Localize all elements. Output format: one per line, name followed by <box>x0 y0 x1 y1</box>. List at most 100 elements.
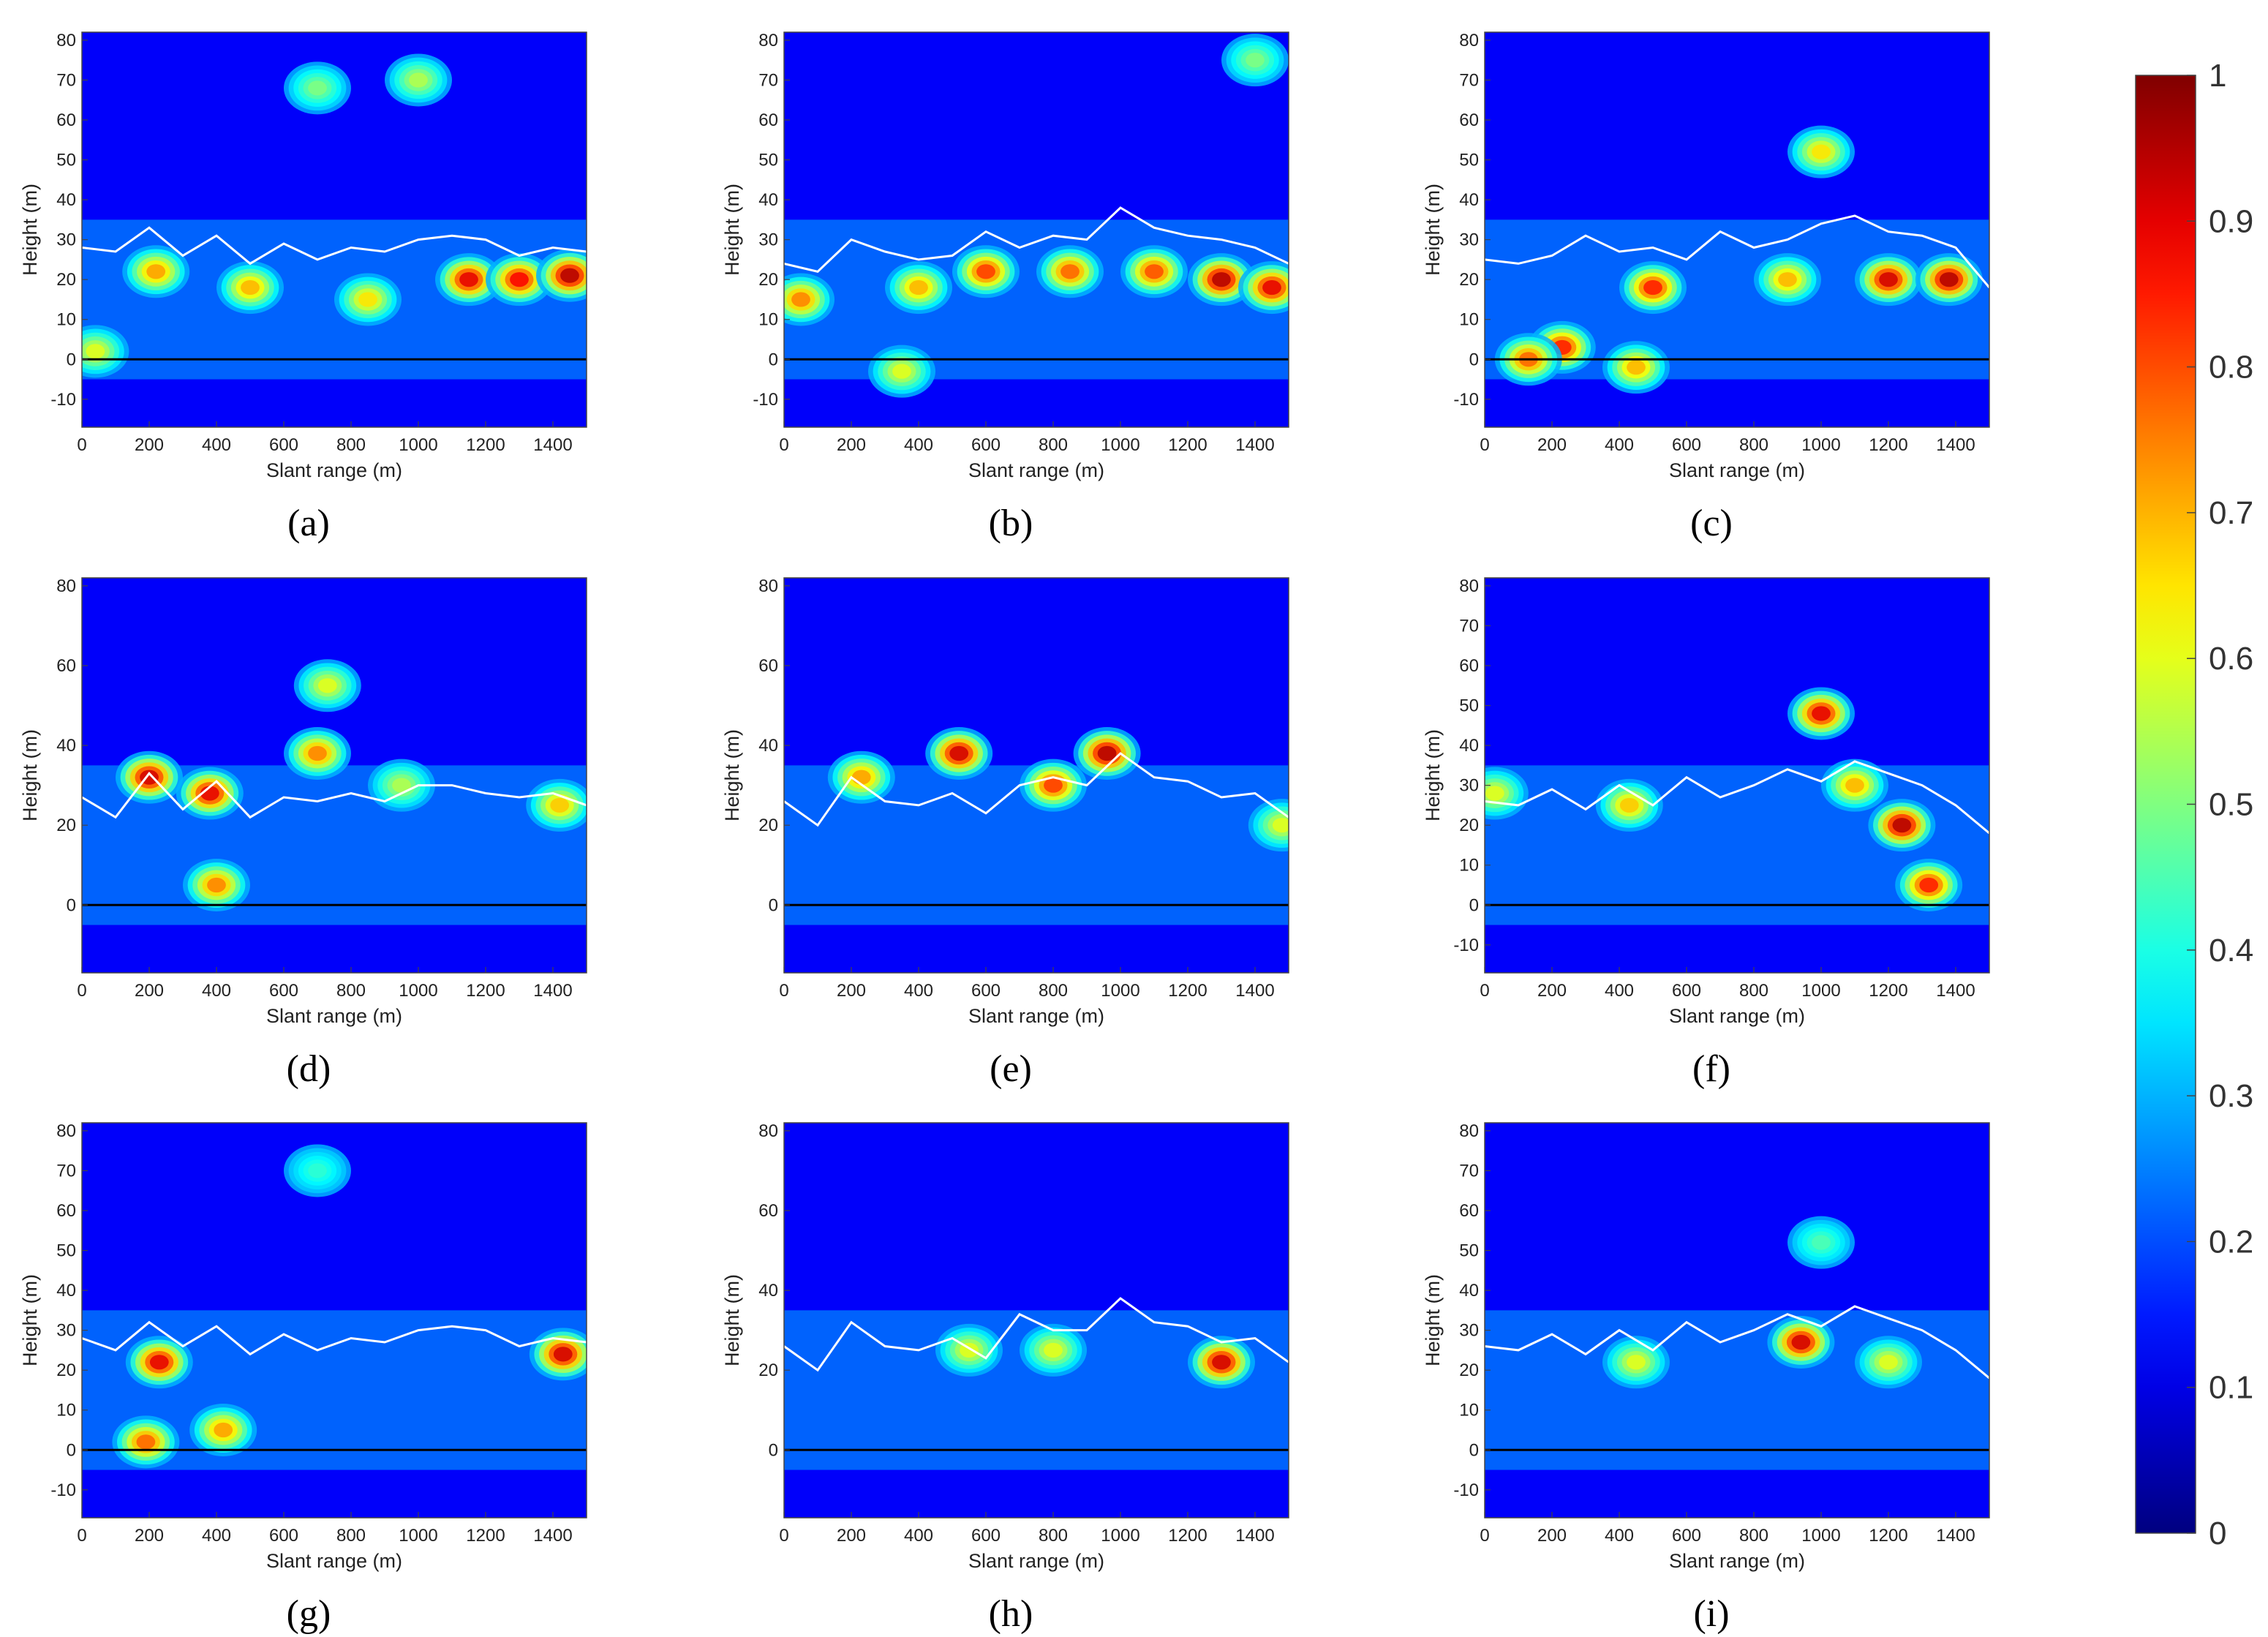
colorbar-tick-label: 1 <box>2209 58 2226 94</box>
x-tick-label: 1000 <box>399 435 437 455</box>
x-axis-label: Slant range (m) <box>968 1550 1104 1572</box>
y-tick-label: 30 <box>56 1321 76 1341</box>
hotspot <box>1221 34 1289 87</box>
hotspot <box>368 759 435 812</box>
canopy-height-line <box>1485 214 1989 289</box>
x-tick-label: 0 <box>1480 1526 1489 1546</box>
x-tick-label: 1200 <box>1168 981 1207 1001</box>
y-tick-label: 40 <box>56 1281 76 1301</box>
x-axis-label: Slant range (m) <box>1669 459 1805 481</box>
x-tick-label: 800 <box>336 435 366 455</box>
x-tick-label: 1200 <box>466 435 505 455</box>
canopy-height-line <box>784 1297 1289 1372</box>
x-tick-label: 400 <box>1605 1526 1634 1546</box>
x-tick-label: 600 <box>269 1526 298 1546</box>
x-tick-label: 1000 <box>1801 435 1840 455</box>
y-axis-label: Height (m) <box>19 184 41 276</box>
x-tick-label: 0 <box>779 435 788 455</box>
y-tick-label: 80 <box>1459 576 1479 596</box>
y-tick-label: 0 <box>67 1440 76 1460</box>
y-tick-label: 50 <box>758 151 778 170</box>
y-axis-label: Height (m) <box>721 1274 743 1366</box>
y-tick-label: 60 <box>758 656 778 676</box>
panel-d: 0 200 400 600 800 1000 1200 1400 0 20 40 60 80 Slant … <box>19 576 587 1090</box>
y-tick-label: -10 <box>1453 390 1479 410</box>
colorbar-scale <box>2135 75 2196 1534</box>
y-tick-label: 20 <box>758 270 778 290</box>
canopy-height-line <box>82 1320 587 1356</box>
hotspot <box>1895 859 1963 911</box>
hotspot <box>1915 253 1983 306</box>
panel-g: 0 200 400 600 800 1000 1200 1400 -10 0 10 20 30 40 50 6… <box>19 1121 587 1635</box>
y-tick-label: 10 <box>1459 856 1479 876</box>
y-tick-label: 80 <box>56 576 76 596</box>
y-tick-label: 20 <box>1459 270 1479 290</box>
colorbar-tick-label: 0.4 <box>2209 933 2253 968</box>
y-tick-label: 50 <box>1459 1241 1479 1261</box>
hotspot <box>952 245 1020 298</box>
x-tick-label: 200 <box>135 435 164 455</box>
heatmap-a <box>82 32 587 427</box>
plot-frame <box>1484 577 1990 974</box>
x-tick-label: 1400 <box>533 1526 572 1546</box>
y-tick-label: 40 <box>56 736 76 756</box>
hotspot <box>868 345 935 398</box>
x-tick-label: 600 <box>1672 435 1701 455</box>
y-tick-label: 70 <box>56 70 76 90</box>
hotspot <box>189 1404 257 1456</box>
x-tick-label: 0 <box>1480 981 1489 1001</box>
x-tick-label: 800 <box>1739 981 1768 1001</box>
colorbar-tick-label: 0 <box>2209 1516 2226 1551</box>
hotspot <box>827 750 895 804</box>
hotspot <box>1787 125 1855 178</box>
hotspot <box>122 245 190 298</box>
x-tick-label: 200 <box>837 1526 866 1546</box>
hotspot <box>1120 245 1188 298</box>
y-axis-label: Height (m) <box>721 729 743 821</box>
hotspot <box>1619 261 1687 315</box>
colorbar-tick-label: 0.3 <box>2209 1078 2253 1114</box>
y-tick-label: 60 <box>56 656 76 676</box>
y-tick-label: 50 <box>1459 151 1479 170</box>
panel-caption: (i) <box>1693 1593 1729 1635</box>
x-tick-label: 600 <box>971 981 1001 1001</box>
y-tick-label: 20 <box>1459 816 1479 835</box>
hotspot <box>112 1415 180 1469</box>
panel-caption: (b) <box>989 503 1033 544</box>
hotspot <box>1787 1216 1855 1269</box>
x-tick-label: 600 <box>1672 981 1701 1001</box>
plot-frame <box>81 1122 587 1519</box>
x-tick-label: 200 <box>135 1526 164 1546</box>
x-tick-label: 0 <box>779 1526 788 1546</box>
y-tick-label: 60 <box>1459 1201 1479 1221</box>
heatmap-e <box>784 578 1289 973</box>
y-tick-label: 70 <box>1459 70 1479 90</box>
hotspot <box>1238 261 1289 315</box>
hotspot <box>1020 1323 1087 1377</box>
y-tick-label: 10 <box>56 310 76 330</box>
hotspot <box>385 53 452 107</box>
y-tick-label: 60 <box>1459 110 1479 130</box>
x-tick-label: 0 <box>1480 435 1489 455</box>
hotspot <box>284 1144 351 1197</box>
y-tick-label: 40 <box>758 1281 778 1301</box>
x-tick-label: 400 <box>202 435 231 455</box>
y-tick-label: 0 <box>769 350 778 369</box>
hotspot <box>1787 687 1855 740</box>
y-tick-label: 50 <box>1459 696 1479 716</box>
x-tick-label: 400 <box>904 1526 933 1546</box>
x-tick-label: 1000 <box>1801 1526 1840 1546</box>
colorbar-tick-label: 0.2 <box>2209 1224 2253 1260</box>
panel-grid: 0 200 400 600 800 1000 1200 1400-10010203040506… <box>19 31 1990 1635</box>
hotspot <box>176 767 244 820</box>
colorbar-tick-label: 0.1 <box>2209 1370 2253 1406</box>
colorbar-tick-label: 0.9 <box>2209 203 2253 239</box>
y-tick-label: 40 <box>56 190 76 210</box>
panel-caption: (c) <box>1690 503 1733 544</box>
x-axis-label: Slant range (m) <box>968 1005 1104 1027</box>
x-tick-label: 1000 <box>1101 435 1139 455</box>
plot-frame <box>783 577 1289 974</box>
heatmap-i <box>1485 1123 1989 1518</box>
y-tick-label: 0 <box>1469 350 1479 369</box>
